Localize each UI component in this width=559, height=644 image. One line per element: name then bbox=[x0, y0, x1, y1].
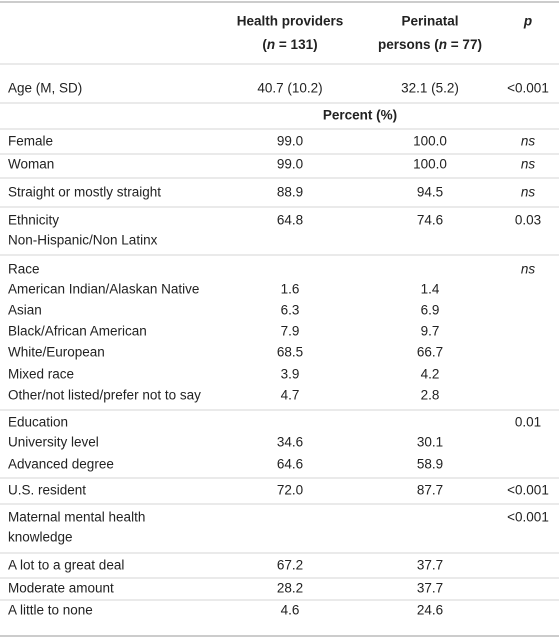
cell: ns bbox=[521, 262, 536, 277]
row-label: Education bbox=[8, 415, 68, 430]
cell: 4.2 bbox=[421, 367, 440, 382]
row-label: Female bbox=[8, 134, 53, 149]
row-label: Asian bbox=[8, 303, 42, 318]
cell: 6.9 bbox=[421, 303, 440, 318]
row-label: University level bbox=[8, 435, 99, 450]
cell: 9.7 bbox=[421, 324, 440, 339]
row-label: Ethnicity bbox=[8, 213, 59, 228]
row-label: Black/African American bbox=[8, 324, 147, 339]
cell: 30.1 bbox=[417, 435, 443, 450]
row-label: Maternal mental health bbox=[8, 510, 145, 525]
cell: 7.9 bbox=[281, 324, 300, 339]
row-label: Race bbox=[8, 262, 40, 277]
cell: 4.7 bbox=[281, 388, 300, 403]
header-part: = 77) bbox=[447, 37, 482, 52]
column-header-sub: (n = 131) bbox=[262, 37, 317, 52]
cell: 72.0 bbox=[277, 483, 303, 498]
row-label: Straight or mostly straight bbox=[8, 185, 161, 200]
row-label: Moderate amount bbox=[8, 581, 114, 596]
cell: 28.2 bbox=[277, 581, 303, 596]
column-header: p bbox=[523, 14, 532, 29]
cell: 37.7 bbox=[417, 581, 443, 596]
cell: 74.6 bbox=[417, 213, 443, 228]
cell: 4.6 bbox=[281, 603, 300, 618]
row-label: Advanced degree bbox=[8, 457, 114, 472]
header-part: n bbox=[439, 37, 447, 52]
cell: <0.001 bbox=[507, 81, 549, 96]
cell: 64.8 bbox=[277, 213, 303, 228]
cell: <0.001 bbox=[507, 483, 549, 498]
cell: 94.5 bbox=[417, 185, 443, 200]
column-header: Health providers bbox=[237, 14, 344, 29]
cell: 1.4 bbox=[421, 282, 440, 297]
cell: 67.2 bbox=[277, 558, 303, 573]
cell: 3.9 bbox=[281, 367, 300, 382]
row-label: Non-Hispanic/Non Latinx bbox=[8, 233, 158, 248]
header-part: ( bbox=[262, 37, 267, 52]
row-label: Mixed race bbox=[8, 367, 74, 382]
cell: 6.3 bbox=[281, 303, 300, 318]
cell: 100.0 bbox=[413, 157, 447, 172]
row-label: Age (M, SD) bbox=[8, 81, 82, 96]
row-label: A lot to a great deal bbox=[8, 558, 124, 573]
row-label: Woman bbox=[8, 157, 54, 172]
column-header: Perinatal bbox=[401, 14, 458, 29]
cell: 1.6 bbox=[281, 282, 300, 297]
cell: <0.001 bbox=[507, 510, 549, 525]
row-label: U.S. resident bbox=[8, 483, 86, 498]
row-label: White/European bbox=[8, 345, 105, 360]
cell: 58.9 bbox=[417, 457, 443, 472]
cell: 32.1 (5.2) bbox=[401, 81, 459, 96]
cell: 37.7 bbox=[417, 558, 443, 573]
cell: 64.6 bbox=[277, 457, 303, 472]
cell: ns bbox=[521, 134, 536, 149]
cell: 99.0 bbox=[277, 134, 303, 149]
cell: 66.7 bbox=[417, 345, 443, 360]
header-part: = 131) bbox=[275, 37, 317, 52]
row-label: A little to none bbox=[8, 603, 93, 618]
cell: 2.8 bbox=[421, 388, 440, 403]
cell: 0.01 bbox=[515, 415, 541, 430]
cell: 100.0 bbox=[413, 134, 447, 149]
row-label: knowledge bbox=[8, 530, 73, 545]
cell: ns bbox=[521, 157, 536, 172]
subheader: Percent (%) bbox=[323, 108, 397, 123]
cell: 24.6 bbox=[417, 603, 443, 618]
cell: 87.7 bbox=[417, 483, 443, 498]
cell: 34.6 bbox=[277, 435, 303, 450]
row-label: Other/not listed/prefer not to say bbox=[8, 388, 201, 403]
cell: 0.03 bbox=[515, 213, 541, 228]
cell: 40.7 (10.2) bbox=[257, 81, 322, 96]
header-part: n bbox=[267, 37, 275, 52]
cell: 99.0 bbox=[277, 157, 303, 172]
header-part: persons ( bbox=[378, 37, 439, 52]
column-header-sub: persons (n = 77) bbox=[378, 37, 482, 52]
cell: 88.9 bbox=[277, 185, 303, 200]
row-label: American Indian/Alaskan Native bbox=[8, 282, 199, 297]
cell: 68.5 bbox=[277, 345, 303, 360]
cell: ns bbox=[521, 185, 536, 200]
